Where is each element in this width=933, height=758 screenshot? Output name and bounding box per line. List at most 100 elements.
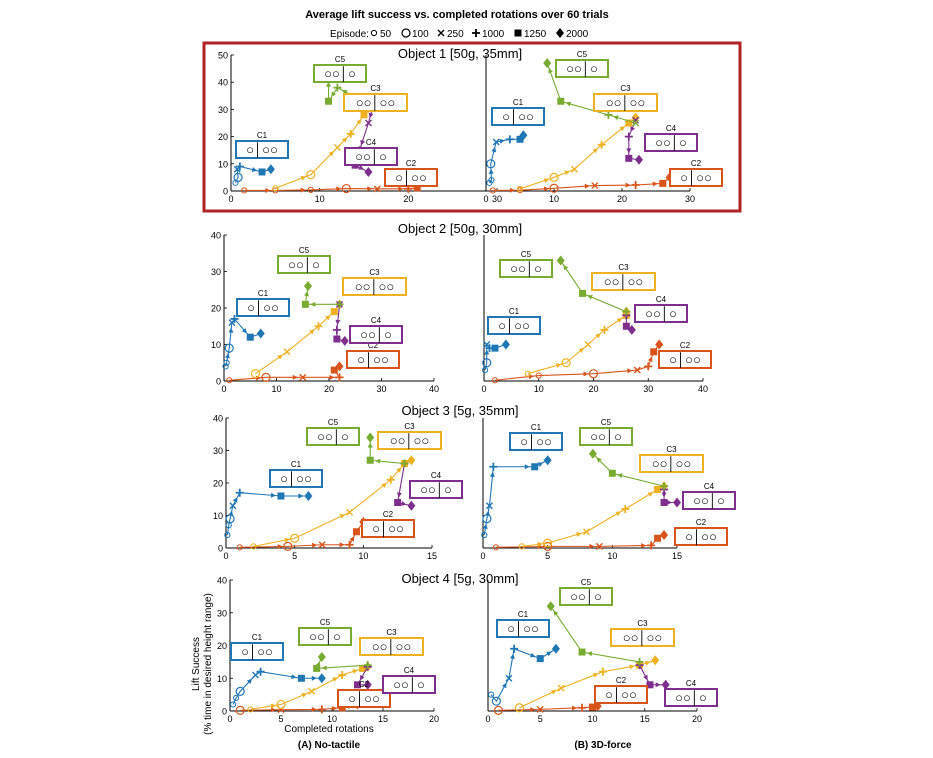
condition-box-label: C5 xyxy=(521,250,532,259)
condition-box-C5: C5 ○○│○ xyxy=(298,618,352,646)
point-marker xyxy=(578,703,587,712)
panel-title-object-3: Object 3 [5g, 35mm] xyxy=(401,403,518,418)
arrowhead xyxy=(571,705,578,711)
condition-box-label: C4 xyxy=(404,666,415,675)
point-marker xyxy=(627,324,636,335)
arrowhead xyxy=(586,651,593,657)
condition-box-glyphs: ○○│○ xyxy=(309,629,341,645)
condition-box-frame xyxy=(591,272,656,291)
panel-title-object-4: Object 4 [5g, 30mm] xyxy=(401,571,518,586)
point-marker xyxy=(386,475,395,484)
condition-box-glyphs: ○○│○○ xyxy=(604,274,644,290)
point-marker xyxy=(655,339,664,350)
series-line-C5 xyxy=(304,286,340,305)
point-marker xyxy=(543,58,552,69)
point-marker xyxy=(543,455,552,466)
arrowhead xyxy=(630,126,635,132)
condition-box-C2: C2 ○│○○ xyxy=(658,341,712,369)
x-tick-label: 30 xyxy=(492,194,502,204)
condition-box-glyphs: ○○│○ xyxy=(590,429,622,445)
arrowhead xyxy=(592,673,599,678)
series-line-C2 xyxy=(494,344,660,381)
condition-box-C3: C3 ○○│○○ xyxy=(610,619,675,647)
chart-1: 0 10 20 30 40 50 0 10 20 30 C1 ○│○○ C2 ○│○○ C3 ○○│○○ C4 ○… xyxy=(218,51,502,205)
arrowhead xyxy=(321,665,327,671)
point-marker xyxy=(330,366,338,374)
condition-box-glyphs: ○│○○ xyxy=(241,644,273,660)
point-marker xyxy=(635,657,644,666)
condition-box-label: C1 xyxy=(518,610,529,619)
point-marker xyxy=(229,701,237,708)
y-tick-label: 10 xyxy=(217,674,227,684)
point-marker xyxy=(492,138,500,146)
series-line-C5 xyxy=(546,62,636,124)
point-marker xyxy=(277,492,285,500)
arrowhead xyxy=(551,690,557,695)
condition-box-glyphs: ○│○○ xyxy=(357,352,389,368)
condition-box-frame xyxy=(491,107,545,126)
arrowhead xyxy=(265,187,271,193)
condition-box-glyphs: ○│○○ xyxy=(395,170,427,186)
x-tick-label: 40 xyxy=(429,384,439,394)
condition-box-frame xyxy=(658,350,712,369)
series-C4 xyxy=(624,116,643,165)
arrowhead xyxy=(284,537,290,543)
condition-box-glyphs: ○○│○○ xyxy=(390,433,430,449)
legend-marker-100 xyxy=(401,28,411,38)
point-marker xyxy=(224,531,231,539)
point-marker xyxy=(317,705,326,714)
point-marker xyxy=(261,372,271,382)
point-marker xyxy=(516,135,524,143)
condition-box-label: C3 xyxy=(404,422,415,431)
arrowhead xyxy=(300,175,307,181)
condition-box-C1: C1 ○│○○ xyxy=(230,633,284,661)
condition-box-label: C5 xyxy=(601,418,612,427)
x-tick-label: 0 xyxy=(228,194,233,204)
condition-box-C5: C5 ○○│○ xyxy=(499,250,553,278)
condition-box-C2: C2 ○│○○ xyxy=(346,341,400,369)
y-tick-label: 20 xyxy=(211,304,221,314)
arrowhead xyxy=(367,186,373,192)
series-C1 xyxy=(481,455,552,539)
condition-box-frame xyxy=(644,133,698,152)
arrowhead xyxy=(647,356,653,363)
point-marker xyxy=(359,664,367,672)
condition-box-C1: C1 ○│○○ xyxy=(236,289,290,317)
condition-box-frame xyxy=(593,93,658,112)
point-marker xyxy=(588,448,597,459)
condition-box-frame xyxy=(384,168,438,187)
arrowhead xyxy=(509,653,515,660)
point-marker xyxy=(290,533,300,543)
point-marker xyxy=(604,110,613,119)
condition-box-label: C2 xyxy=(359,680,370,689)
condition-box-C5: C5 ○○│○ xyxy=(555,50,609,78)
x-tick-label: 10 xyxy=(327,714,337,724)
x-tick-label: 10 xyxy=(607,551,617,561)
series-C1 xyxy=(486,130,528,186)
legend-items: 50 100 250 1000 1250 2000 xyxy=(370,28,589,40)
series-C5 xyxy=(366,432,409,468)
arrowhead xyxy=(328,151,334,157)
x-tick-label: 10 xyxy=(587,714,597,724)
condition-box-label: C4 xyxy=(704,482,715,491)
condition-box-label: C5 xyxy=(328,418,339,427)
arrowhead xyxy=(592,148,598,154)
condition-box-glyphs: ○○│○ xyxy=(566,61,598,77)
point-marker xyxy=(660,482,669,491)
x-tick-label: 20 xyxy=(403,194,413,204)
point-marker xyxy=(394,499,402,506)
y-tick-label: 0 xyxy=(222,707,227,717)
x-tick-label: 20 xyxy=(429,714,439,724)
point-marker xyxy=(229,502,237,510)
point-marker xyxy=(335,361,344,372)
condition-box-glyphs: ○○│○○ xyxy=(652,456,692,472)
condition-box-glyphs: ○│○○ xyxy=(605,687,637,703)
condition-box-frame xyxy=(337,689,391,708)
point-marker xyxy=(235,488,244,497)
point-marker xyxy=(549,183,559,193)
series-C3 xyxy=(518,481,669,550)
series-line-C3 xyxy=(521,485,665,547)
arrowhead xyxy=(359,674,365,681)
point-marker xyxy=(650,348,658,356)
y-tick-label: 20 xyxy=(217,641,227,651)
